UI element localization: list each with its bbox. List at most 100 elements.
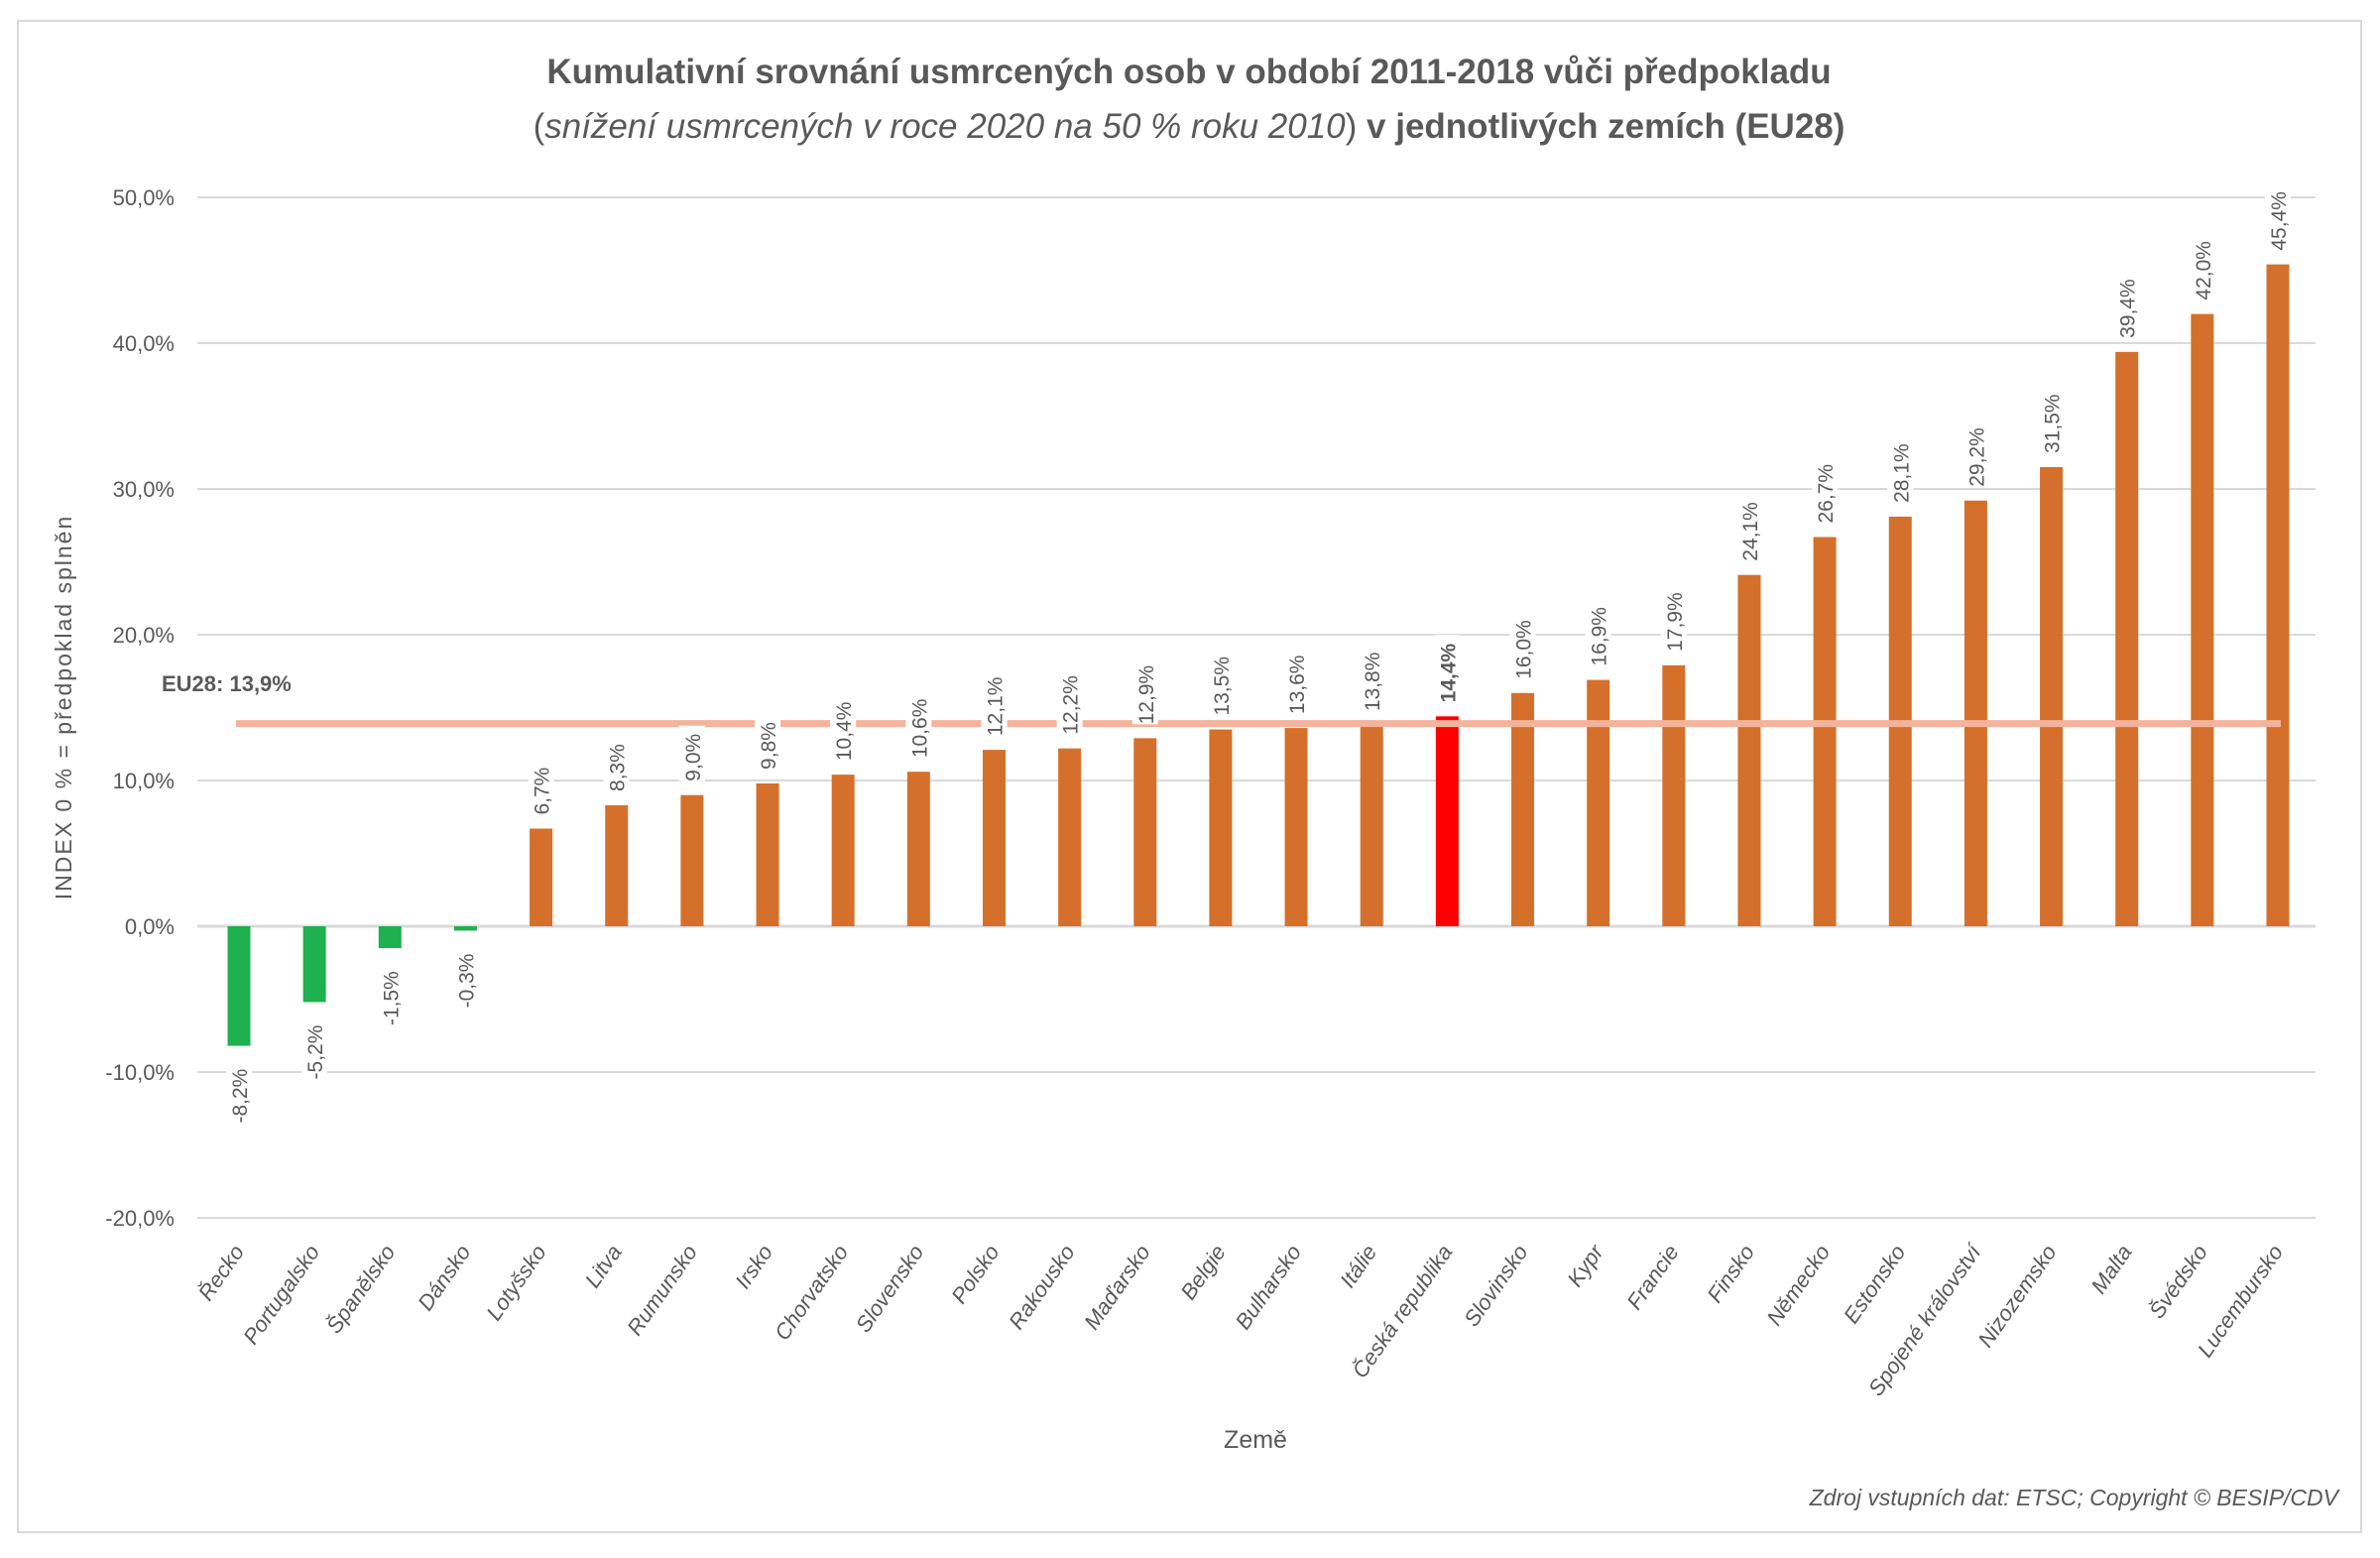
source-note: Zdroj vstupních dat: ETSC; Copyright © B… [1809, 1485, 2341, 1510]
y-tick-label: 40,0% [113, 331, 175, 356]
bar [906, 772, 930, 926]
bar [1435, 716, 1459, 926]
data-label: -1,5% [380, 971, 403, 1025]
data-label: 29,2% [1965, 427, 1988, 487]
data-label-background [1359, 644, 1385, 712]
bar [1964, 500, 1987, 926]
bar [1511, 692, 1535, 926]
data-label-background [1056, 666, 1083, 735]
data-label: 13,8% [1362, 653, 1384, 712]
data-label-background [2038, 385, 2065, 453]
bar [1360, 725, 1383, 926]
data-label: 12,9% [1135, 665, 1158, 725]
bar [756, 782, 779, 926]
bar [2266, 264, 2290, 926]
y-tick-label: 10,0% [113, 769, 175, 793]
bar [2115, 351, 2139, 926]
data-label-background [528, 759, 554, 815]
data-label: 28,1% [1890, 443, 1913, 503]
data-label-background [1887, 434, 1914, 503]
data-label: 16,9% [1589, 607, 1611, 666]
bar [1813, 537, 1837, 926]
data-label: 24,1% [1739, 502, 1762, 561]
data-label: 45,4% [2268, 191, 2291, 251]
data-label: 14,4% [1437, 643, 1460, 702]
data-label-background [755, 713, 781, 770]
data-label-background [603, 735, 630, 791]
data-label-background [377, 962, 404, 1030]
data-label: 26,7% [1815, 464, 1838, 524]
data-label-background [830, 693, 857, 762]
data-label-background [1660, 583, 1687, 652]
data-label-background [1207, 648, 1234, 716]
data-label: 16,0% [1513, 620, 1536, 679]
chart-title: Kumulativní srovnání usmrcených osob v o… [546, 53, 1831, 91]
y-tick-label: 20,0% [113, 623, 175, 648]
data-label: 12,1% [984, 677, 1007, 737]
data-label: 6,7% [532, 768, 554, 815]
data-label-background [452, 944, 479, 1013]
data-label-background [2189, 232, 2215, 300]
bar [680, 794, 704, 926]
data-label-background [905, 690, 932, 759]
data-label: 9,0% [682, 734, 705, 781]
y-tick-label: -10,0% [105, 1060, 175, 1085]
data-label-background [1509, 611, 1536, 679]
data-label: 12,2% [1060, 675, 1083, 735]
data-label: 42,0% [2193, 241, 2215, 300]
bar [605, 804, 629, 926]
data-label: 10,6% [908, 699, 931, 759]
data-label: -0,3% [455, 954, 478, 1009]
data-label-background [981, 668, 1008, 737]
bar [1662, 664, 1686, 926]
data-label: 13,5% [1211, 657, 1234, 716]
data-label: -8,2% [229, 1069, 252, 1124]
y-tick-label: -20,0% [105, 1206, 175, 1231]
bar [1133, 738, 1157, 926]
bar [2191, 313, 2214, 927]
chart-subtitle: (snížení usmrcených v roce 2020 na 50 % … [534, 107, 1845, 146]
data-label-background [301, 1016, 328, 1084]
bar [1587, 679, 1610, 926]
data-label-background [1131, 657, 1158, 725]
data-label-background [1963, 419, 1989, 487]
bar [1209, 729, 1233, 926]
data-label-background [1585, 598, 1611, 666]
bar [453, 926, 477, 931]
subtitle-bold: v jednotlivých zemích (EU28) [1367, 107, 1844, 146]
data-label: 17,9% [1664, 592, 1687, 652]
data-label: 31,5% [2042, 394, 2065, 453]
x-axis-title: Země [1224, 1426, 1287, 1454]
data-label: 13,6% [1286, 656, 1309, 715]
data-label: -5,2% [304, 1025, 327, 1080]
y-tick-label: 50,0% [113, 185, 175, 210]
bar [1284, 728, 1308, 926]
bar [530, 828, 553, 926]
bar [2040, 466, 2064, 926]
data-label-background [1735, 493, 1762, 561]
bar [1058, 748, 1082, 926]
data-label: 10,4% [833, 702, 856, 762]
bar [378, 926, 402, 949]
data-label-background [1812, 455, 1839, 524]
bar [831, 775, 855, 926]
subtitle-italic: snížení usmrcených v roce 2020 na 50 % r… [544, 107, 1346, 146]
data-label-background [2113, 270, 2140, 338]
data-label-background [1434, 635, 1461, 703]
data-label-background [678, 725, 705, 781]
data-label: 9,8% [758, 722, 780, 770]
data-label: 39,4% [2117, 279, 2140, 338]
data-label-background [1283, 647, 1310, 715]
data-label-background [2265, 182, 2291, 251]
bar [302, 926, 326, 1003]
y-axis-title: INDEX 0 % = předpoklad splněn [51, 515, 76, 900]
data-label-background [226, 1059, 252, 1128]
bar [227, 926, 251, 1046]
bar [1737, 574, 1761, 926]
eu28-average-label: EU28: 13,9% [162, 671, 292, 696]
data-label: 8,3% [607, 744, 630, 791]
y-tick-label: 0,0% [125, 914, 175, 939]
y-tick-label: 30,0% [113, 477, 175, 502]
bar [982, 750, 1006, 926]
